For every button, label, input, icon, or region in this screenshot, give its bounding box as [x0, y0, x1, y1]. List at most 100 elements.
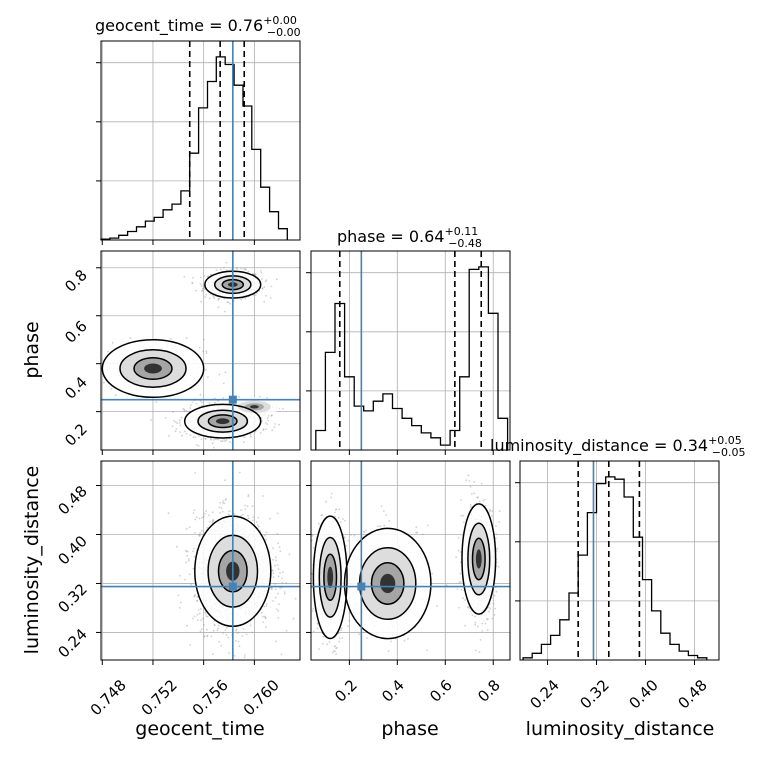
- sample-point: [184, 549, 187, 552]
- sample-point: [190, 404, 192, 406]
- contour-line: [370, 562, 405, 605]
- sample-point: [272, 600, 274, 602]
- sample-point: [416, 531, 419, 534]
- sample-point: [341, 637, 344, 639]
- sample-point: [192, 512, 195, 514]
- sample-point: [199, 393, 202, 396]
- sample-point: [275, 608, 278, 611]
- sample-point: [481, 622, 484, 625]
- sample-point: [415, 526, 418, 529]
- sample-point: [206, 275, 209, 278]
- sample-point: [276, 532, 279, 535]
- sample-point: [179, 601, 182, 604]
- sample-point: [275, 278, 278, 281]
- sample-point: [274, 564, 276, 567]
- density-region: [250, 405, 259, 409]
- sample-point: [212, 519, 214, 522]
- sample-point: [481, 630, 484, 632]
- sample-point: [334, 645, 337, 647]
- sample-point: [379, 525, 382, 528]
- sample-point: [487, 606, 490, 609]
- truth-marker: [228, 582, 237, 591]
- contour-line: [467, 522, 491, 596]
- sample-point: [494, 537, 497, 540]
- sample-point: [347, 539, 350, 542]
- sample-point: [362, 631, 365, 634]
- sample-point: [222, 500, 225, 502]
- sample-point: [270, 588, 273, 590]
- sample-point: [217, 297, 220, 300]
- sample-point: [203, 275, 206, 278]
- sample-point: [238, 471, 241, 474]
- sample-point: [201, 401, 203, 404]
- sample-point: [278, 603, 280, 605]
- sample-point: [203, 624, 205, 626]
- sample-point: [463, 521, 465, 523]
- sample-point: [213, 624, 216, 627]
- sample-point: [187, 559, 190, 562]
- sample-point: [198, 533, 201, 536]
- sample-point: [260, 270, 262, 272]
- sample-point: [245, 268, 247, 271]
- sample-point: [272, 559, 274, 561]
- sample-point: [257, 516, 260, 519]
- sample-point: [493, 613, 496, 616]
- sample-point: [486, 629, 489, 632]
- sample-point: [201, 529, 203, 532]
- sample-point: [227, 636, 230, 639]
- sample-point: [196, 600, 199, 602]
- sample-point: [202, 338, 205, 341]
- axes-frame: [100, 250, 301, 451]
- sample-point: [311, 533, 314, 536]
- density-region: [380, 573, 396, 594]
- sample-point: [274, 588, 277, 591]
- sample-point: [264, 616, 267, 619]
- sample-point: [431, 572, 433, 575]
- sample-point: [194, 531, 196, 534]
- sample-point: [262, 621, 265, 623]
- sample-point: [462, 597, 464, 600]
- sample-point: [469, 503, 472, 506]
- sample-point: [210, 438, 213, 441]
- sample-point: [484, 498, 486, 501]
- sample-point: [212, 629, 215, 632]
- sample-point: [278, 423, 280, 426]
- sample-point: [280, 653, 283, 656]
- sample-point: [171, 425, 174, 428]
- sample-point: [218, 506, 221, 509]
- sample-point: [206, 615, 209, 618]
- sample-point: [269, 517, 271, 520]
- sample-point: [182, 408, 184, 410]
- sample-point: [238, 395, 241, 398]
- sample-point: [207, 275, 210, 277]
- sample-point: [219, 440, 222, 443]
- sample-point: [459, 561, 462, 564]
- sample-point: [288, 553, 291, 556]
- sample-point: [254, 274, 257, 276]
- sample-point: [185, 550, 188, 553]
- sample-point: [247, 495, 250, 498]
- sample-point: [256, 524, 259, 526]
- sample-point: [201, 287, 204, 290]
- sample-point: [415, 531, 418, 534]
- contour-line: [471, 537, 486, 581]
- sample-point: [186, 554, 189, 557]
- sample-point: [265, 396, 268, 399]
- sample-point: [242, 628, 245, 630]
- sample-point: [235, 268, 238, 270]
- sample-point: [470, 492, 473, 495]
- sample-point: [458, 581, 461, 584]
- sample-point: [271, 569, 274, 572]
- sample-point: [205, 510, 208, 512]
- sample-point: [467, 474, 470, 477]
- sample-point: [205, 350, 208, 353]
- sample-point: [340, 627, 343, 630]
- sample-point: [240, 298, 243, 301]
- sample-point: [223, 266, 225, 269]
- sample-point: [366, 637, 368, 639]
- sample-point: [110, 388, 113, 390]
- sample-point: [225, 439, 228, 441]
- sample-point: [223, 298, 226, 300]
